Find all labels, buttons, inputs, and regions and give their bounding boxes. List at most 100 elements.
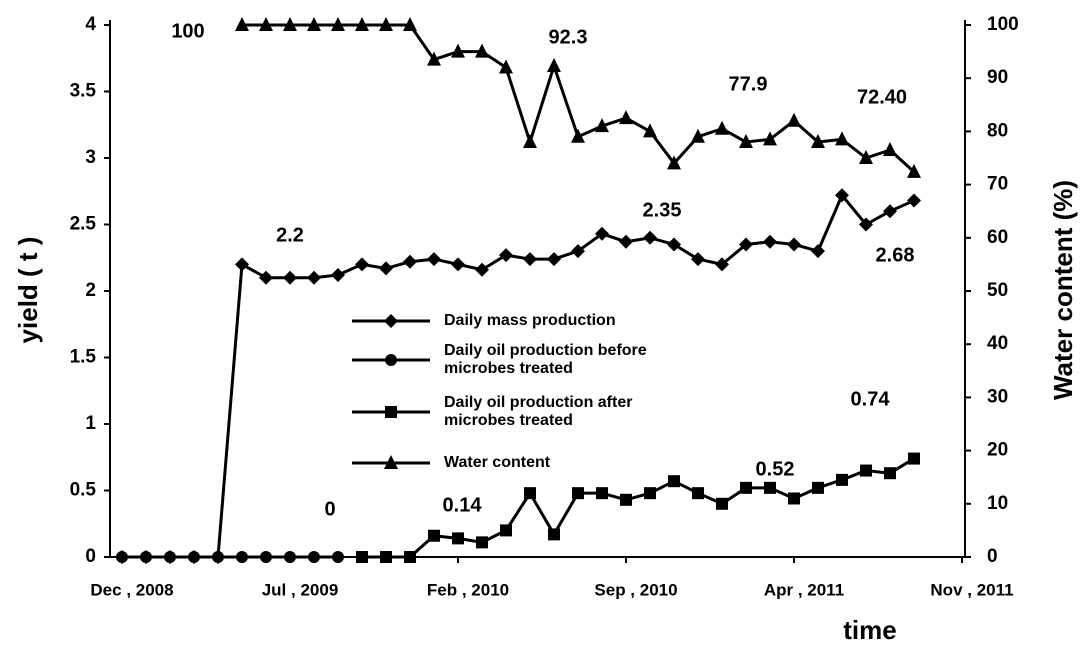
point	[331, 268, 345, 283]
y-tick-label: 2.5	[70, 214, 97, 235]
point	[380, 551, 392, 563]
y2-tick-label: 50	[987, 280, 1008, 301]
y2-tick-label: 20	[987, 440, 1008, 461]
point	[548, 528, 560, 541]
point	[788, 492, 800, 505]
point	[811, 244, 825, 259]
y2-tick-label: 0	[987, 546, 998, 567]
point	[883, 142, 897, 157]
point	[596, 487, 608, 500]
y-tick-label: 1.5	[70, 347, 97, 368]
point	[451, 43, 465, 58]
point	[907, 163, 921, 178]
y2-tick-label: 80	[987, 120, 1008, 141]
y-tick-label: 0.5	[70, 480, 97, 501]
point	[643, 230, 657, 245]
point	[283, 270, 297, 285]
legend-label: Daily mass production	[444, 312, 616, 329]
annotation: 72.40	[857, 86, 907, 108]
point	[595, 226, 609, 241]
legend-label: Daily oil production before microbes tre…	[444, 342, 647, 377]
legend-label: Daily oil production after microbes trea…	[444, 394, 633, 429]
point	[523, 134, 537, 149]
point	[572, 487, 584, 500]
y2-tick-label: 60	[987, 227, 1008, 248]
x-tick-label: Nov , 2011	[930, 580, 1013, 599]
point	[740, 481, 752, 494]
point	[475, 43, 489, 58]
y2-tick-label: 10	[987, 493, 1008, 514]
point	[668, 475, 680, 488]
annotation: 0	[324, 498, 335, 520]
point	[475, 262, 489, 277]
point	[331, 17, 345, 31]
point	[451, 257, 465, 272]
point	[547, 252, 561, 267]
annotation: 0.52	[756, 458, 795, 480]
point	[691, 128, 705, 143]
point	[385, 406, 397, 418]
point	[715, 257, 729, 272]
x-tick-label: Jul , 2009	[262, 580, 339, 599]
annotation: 2.2	[276, 224, 304, 246]
point	[811, 134, 825, 149]
point	[571, 128, 585, 143]
y-tick-label: 3	[85, 147, 96, 168]
y2-axis-label: Water content (%)	[1048, 180, 1078, 400]
point	[619, 234, 633, 249]
point	[284, 551, 296, 563]
y2-tick-label: 30	[987, 386, 1008, 407]
point	[692, 487, 704, 500]
point	[384, 314, 398, 328]
x-tick-label: Feb , 2010	[427, 580, 509, 599]
y-tick-label: 2	[85, 280, 96, 301]
point	[116, 551, 128, 563]
point	[452, 532, 464, 545]
point	[836, 473, 848, 486]
point	[428, 529, 440, 542]
point	[259, 17, 273, 31]
y2-tick-label: 90	[987, 67, 1008, 88]
x-axis-label: time	[843, 615, 896, 645]
point	[283, 17, 297, 31]
annotation: 0.74	[851, 388, 891, 410]
point	[427, 51, 441, 66]
point	[307, 270, 321, 285]
x-tick-label: Apr , 2011	[764, 580, 844, 599]
point	[908, 452, 920, 465]
point	[476, 536, 488, 549]
point	[764, 481, 776, 494]
point	[384, 455, 398, 469]
point	[787, 112, 801, 127]
point	[355, 17, 369, 31]
point	[739, 237, 753, 252]
point	[643, 123, 657, 138]
y2-tick-label: 70	[987, 174, 1008, 195]
point	[332, 551, 344, 563]
point	[356, 551, 368, 563]
point	[524, 487, 536, 500]
point	[500, 524, 512, 537]
point	[691, 252, 705, 267]
point	[859, 150, 873, 164]
point	[499, 59, 513, 74]
annotation: 2.68	[876, 244, 915, 266]
annotation: 77.9	[729, 73, 768, 95]
point	[236, 551, 248, 563]
point	[667, 155, 681, 170]
point	[403, 254, 417, 269]
point	[787, 237, 801, 252]
point	[188, 551, 200, 563]
y-tick-label: 3.5	[70, 81, 97, 102]
point	[595, 118, 609, 133]
point	[812, 481, 824, 494]
point	[235, 257, 249, 272]
y-tick-label: 1	[85, 413, 96, 434]
point	[547, 57, 561, 72]
annotation: 100	[171, 20, 204, 42]
y-tick-label: 0	[85, 546, 96, 567]
x-tick-label: Dec , 2008	[90, 580, 173, 599]
y-tick-label: 4	[85, 14, 96, 35]
